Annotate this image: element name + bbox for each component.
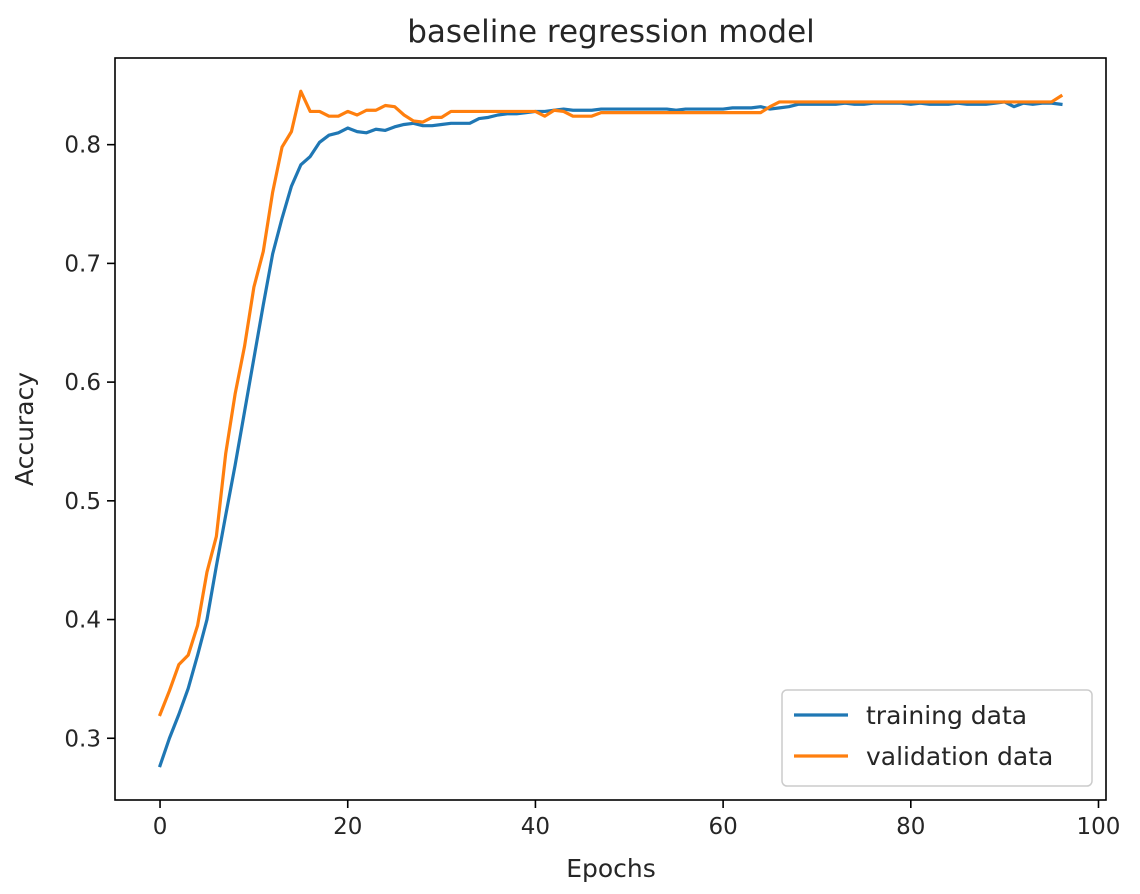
x-axis: 0 20 40 60 80 100 (153, 800, 1121, 840)
legend-label: validation data (866, 742, 1053, 771)
legend-box (781, 689, 1093, 787)
y-tick-label: 0.4 (64, 608, 101, 634)
legend-label: training data (866, 701, 1027, 730)
x-axis-label: Epochs (566, 854, 656, 883)
y-tick-label: 0.5 (64, 489, 101, 515)
series-line-training-data (158, 100, 1063, 768)
y-tick-label: 0.3 (64, 726, 101, 752)
x-tick-label: 0 (153, 814, 168, 840)
y-tick-label: 0.8 (64, 133, 101, 159)
x-tick-label: 100 (1077, 814, 1121, 840)
x-tick-label: 20 (333, 814, 362, 840)
legend: training data validation data (781, 689, 1093, 787)
x-tick-label: 80 (896, 814, 925, 840)
plot-area (157, 89, 1064, 768)
x-tick-label: 60 (708, 814, 737, 840)
x-tick-label: 40 (521, 814, 550, 840)
y-axis-label: Accuracy (10, 372, 39, 486)
y-tick-label: 0.6 (64, 370, 101, 396)
axes-frame (114, 57, 1107, 801)
chart-title: baseline regression model (407, 14, 815, 50)
y-tick-label: 0.7 (64, 251, 101, 277)
series-line-validation-data (157, 89, 1064, 717)
y-axis: 0.3 0.4 0.5 0.6 0.7 0.8 (64, 133, 115, 752)
